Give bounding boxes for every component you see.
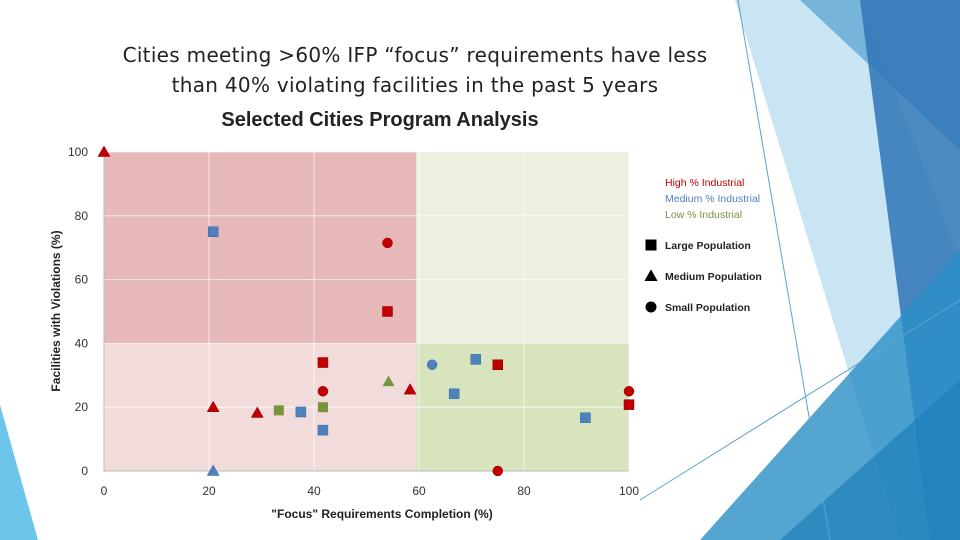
deco-left-corner (0, 405, 38, 540)
data-point-low-square (273, 405, 284, 416)
data-point-high-square (382, 306, 393, 317)
data-point-low-square (317, 402, 328, 413)
x-axis-label: "Focus" Requirements Completion (%) (271, 507, 492, 521)
slide-title-line-2: than 40% violating facilities in the pas… (171, 73, 659, 97)
data-point-medium-square (207, 226, 219, 237)
x-tick-label: 60 (412, 484, 426, 498)
data-point-medium-square (317, 424, 329, 436)
data-point-high-triangle (403, 383, 417, 395)
x-axis-ticks: 0 20 40 60 80 100 (101, 484, 640, 498)
data-point-high-triangle (250, 406, 264, 418)
data-point-high-triangle (97, 145, 111, 157)
region-top-right (416, 152, 629, 344)
deco-thin-line (737, 0, 831, 540)
x-tick-label: 80 (517, 484, 531, 498)
data-point-high-square (623, 399, 635, 410)
legend-marker-triangle (644, 269, 658, 281)
data-point-medium-square (580, 412, 591, 423)
data-point-high-circle (623, 386, 635, 397)
data-point-medium-circle (426, 359, 438, 371)
y-tick-label: 20 (75, 400, 89, 414)
data-point-medium-triangle (206, 464, 220, 476)
slide-title: Cities meeting >60% IFP “focus” requirem… (90, 40, 740, 100)
data-point-high-triangle (206, 400, 220, 412)
data-point-high-circle (317, 386, 329, 397)
x-tick-label: 40 (307, 484, 321, 498)
deco-thin-line-2 (639, 299, 960, 501)
region-top-left (104, 152, 417, 344)
data-point-medium-square (448, 388, 460, 400)
data-point-medium-square (295, 406, 307, 418)
y-axis-label: Facilities with Violations (%) (49, 230, 63, 391)
legend-color-low: Low % Industrial (665, 209, 742, 221)
data-point-high-circle (492, 465, 503, 477)
slide-title-line-1: Cities meeting >60% IFP “focus” requirem… (122, 43, 708, 67)
legend-label-square: Large Population (665, 240, 751, 252)
data-point-low-triangle (382, 375, 395, 387)
chart-regions (104, 152, 629, 471)
legend: High % Industrial Medium % Industrial Low … (644, 177, 762, 314)
legend-marker-circle (645, 301, 657, 313)
x-tick-label: 20 (202, 484, 216, 498)
data-point-medium-square (470, 354, 481, 365)
legend-label-circle: Small Population (665, 302, 750, 314)
y-tick-label: 80 (75, 209, 89, 223)
y-tick-label: 0 (81, 464, 88, 478)
chart-title: Selected Cities Program Analysis (221, 109, 538, 131)
y-tick-label: 40 (75, 336, 89, 350)
y-axis-ticks: 0 20 40 60 80 100 (68, 145, 88, 478)
y-tick-label: 60 (75, 273, 89, 287)
legend-color-high: High % Industrial (665, 177, 744, 189)
legend-color-medium: Medium % Industrial (665, 193, 760, 205)
data-points (97, 145, 635, 477)
legend-label-triangle: Medium Population (665, 271, 762, 283)
deco-triangle-bottom-light (780, 380, 960, 540)
x-tick-label: 0 (101, 484, 108, 498)
y-tick-label: 100 (68, 145, 88, 159)
legend-marker-square (645, 239, 657, 251)
data-point-high-square (492, 359, 503, 371)
x-tick-label: 100 (619, 484, 639, 498)
data-point-high-square (317, 357, 329, 368)
data-point-high-circle (382, 237, 393, 249)
